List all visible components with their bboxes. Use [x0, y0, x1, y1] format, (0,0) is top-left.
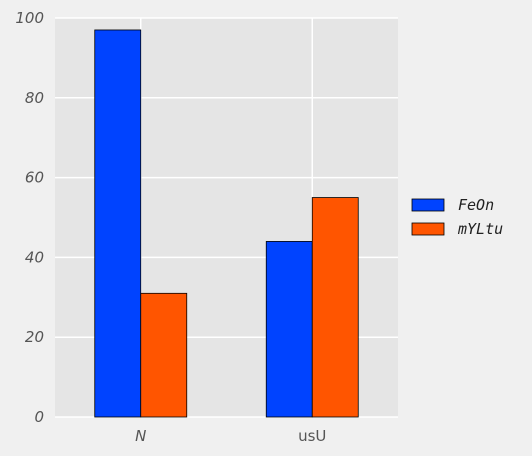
legend-swatch — [411, 222, 445, 236]
y-tick-label: 100 — [15, 9, 44, 27]
bar-mYLtu-N — [140, 292, 188, 418]
bars — [94, 29, 359, 418]
legend-item-mYLtu: mYLtu — [411, 220, 503, 238]
legend-item-FeOn: FeOn — [411, 196, 494, 214]
legend-label: mYLtu — [457, 220, 503, 238]
legend-swatch — [411, 198, 445, 212]
y-tick-label: 20 — [25, 328, 44, 346]
bar-FeOn-N — [94, 29, 142, 418]
y-tick-label: 40 — [25, 248, 44, 266]
legend-label: FeOn — [458, 196, 494, 214]
y-tick-label: 80 — [25, 89, 44, 107]
x-tick-label: usU — [298, 427, 326, 445]
y-tick-label: 0 — [34, 408, 44, 426]
bar-mYLtu-usU — [311, 197, 359, 418]
x-tick-label: N — [135, 427, 146, 445]
y-tick-label: 60 — [25, 169, 44, 187]
bar-FeOn-usU — [265, 241, 313, 418]
legend: FeOn mYLtu — [411, 196, 503, 238]
y-axis-ticks: 0 20 40 60 80 100 — [15, 9, 44, 426]
